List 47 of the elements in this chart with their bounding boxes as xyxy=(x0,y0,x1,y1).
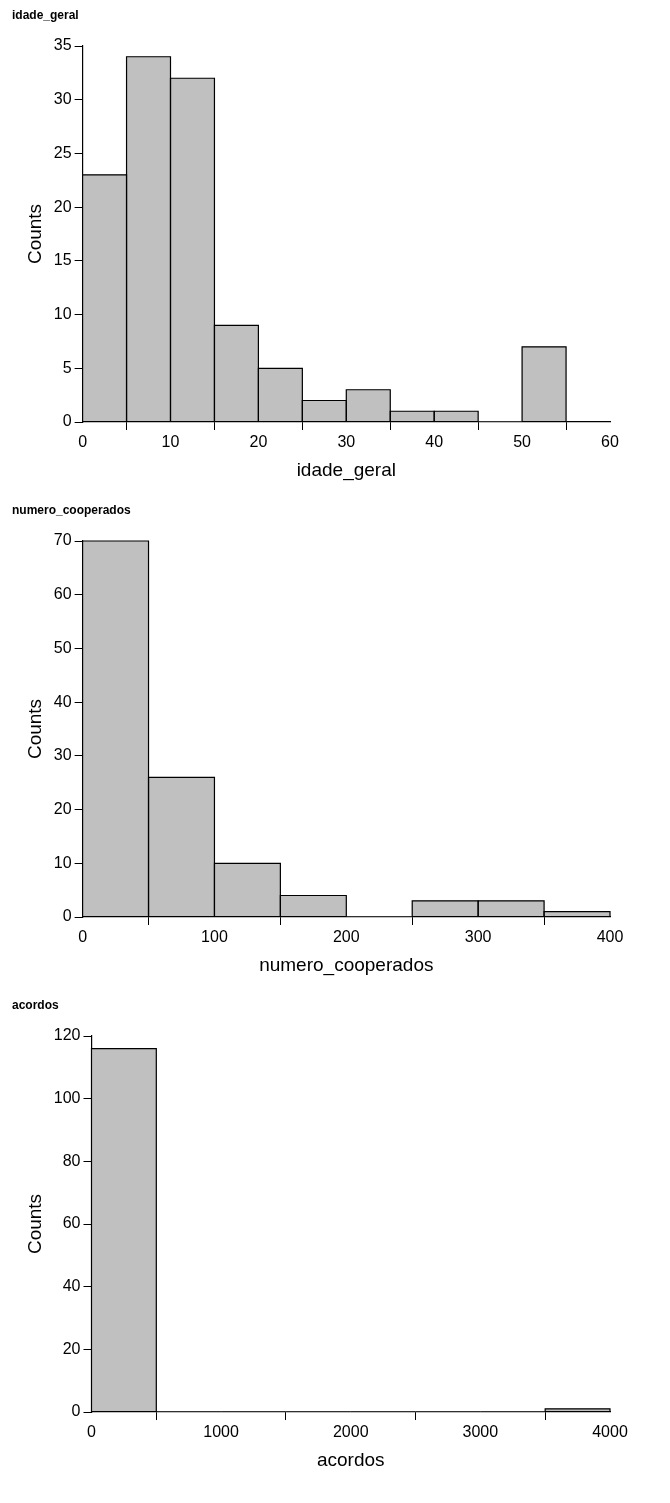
x-axis-title: idade_geral xyxy=(296,458,396,481)
y-tick-label: 20 xyxy=(62,1339,81,1357)
x-tick-label: 50 xyxy=(513,433,532,451)
chart-title: idade_geral xyxy=(11,7,80,24)
x-tick-label: 400 xyxy=(596,928,624,946)
y-axis-title: Counts xyxy=(23,1193,45,1255)
y-tick-label: 30 xyxy=(53,90,72,108)
x-tick-label: 60 xyxy=(601,433,619,451)
y-tick-label: 20 xyxy=(53,799,72,817)
x-tick-label: 0 xyxy=(87,1423,97,1441)
x-tick-label: 1000 xyxy=(203,1423,240,1441)
y-tick-label: 80 xyxy=(62,1151,81,1169)
x-tick-label: 40 xyxy=(425,433,444,451)
y-tick-label: 40 xyxy=(53,692,72,710)
y-tick-label: 10 xyxy=(53,853,72,871)
y-tick-label: 20 xyxy=(53,197,72,215)
y-tick-label: 100 xyxy=(53,1089,81,1107)
x-tick-label: 2000 xyxy=(332,1423,369,1441)
y-tick-label: 0 xyxy=(62,907,72,925)
y-tick-label: 5 xyxy=(62,358,72,376)
y-tick-label: 35 xyxy=(53,36,72,54)
x-tick-label: 20 xyxy=(249,433,268,451)
y-tick-label: 25 xyxy=(53,143,72,161)
y-tick-label: 60 xyxy=(62,1214,81,1232)
y-tick-label: 60 xyxy=(53,585,72,603)
y-tick-label: 40 xyxy=(62,1277,81,1295)
y-tick-label: 50 xyxy=(53,638,72,656)
y-tick-label: 0 xyxy=(71,1402,81,1420)
y-tick-label: 70 xyxy=(53,531,72,549)
x-tick-label: 100 xyxy=(201,928,228,946)
chart-title: numero_cooperados xyxy=(11,502,132,519)
y-axis-title: Counts xyxy=(23,203,45,265)
chart-title: acordos xyxy=(11,997,60,1014)
y-axis-title: Counts xyxy=(23,698,45,760)
x-tick-label: 10 xyxy=(161,433,180,451)
x-tick-label: 300 xyxy=(464,928,492,946)
x-tick-label: 4000 xyxy=(592,1423,628,1441)
y-tick-label: 10 xyxy=(53,304,72,322)
y-tick-label: 120 xyxy=(53,1026,81,1044)
x-tick-label: 30 xyxy=(337,433,356,451)
x-tick-label: 3000 xyxy=(462,1423,499,1441)
y-tick-label: 30 xyxy=(53,746,72,764)
y-tick-label: 0 xyxy=(62,412,72,430)
y-tick-label: 15 xyxy=(53,251,72,269)
x-axis-title: acordos xyxy=(316,1448,385,1470)
x-axis-title: numero_cooperados xyxy=(259,953,434,976)
x-tick-label: 200 xyxy=(332,928,360,946)
